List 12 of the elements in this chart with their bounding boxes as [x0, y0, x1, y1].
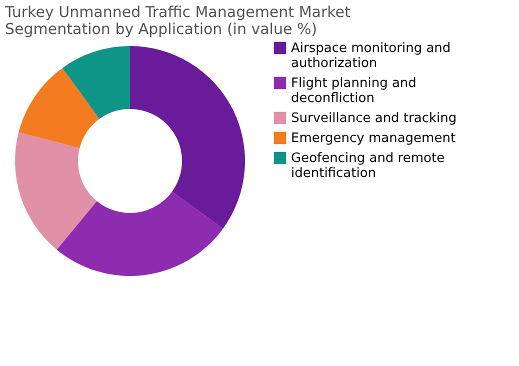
- text: Segmentation by Application (in value %): [5, 20, 318, 38]
- legend-label: Airspace monitoring and authorization: [291, 41, 451, 71]
- donut-slice: [18, 68, 100, 148]
- legend-label: Flight planning and deconfliction: [291, 76, 416, 106]
- text: Turkey Unmanned Traffic Management Market: [5, 3, 350, 21]
- legend-label: Surveillance and tracking: [291, 111, 457, 126]
- legend-label: Geofencing and remote identification: [291, 151, 445, 181]
- donut-slice: [56, 192, 224, 276]
- donut-slice: [130, 46, 245, 229]
- donut-slice: [62, 46, 130, 119]
- donut-slice: [15, 132, 97, 250]
- legend-label: Emergency management: [291, 131, 456, 146]
